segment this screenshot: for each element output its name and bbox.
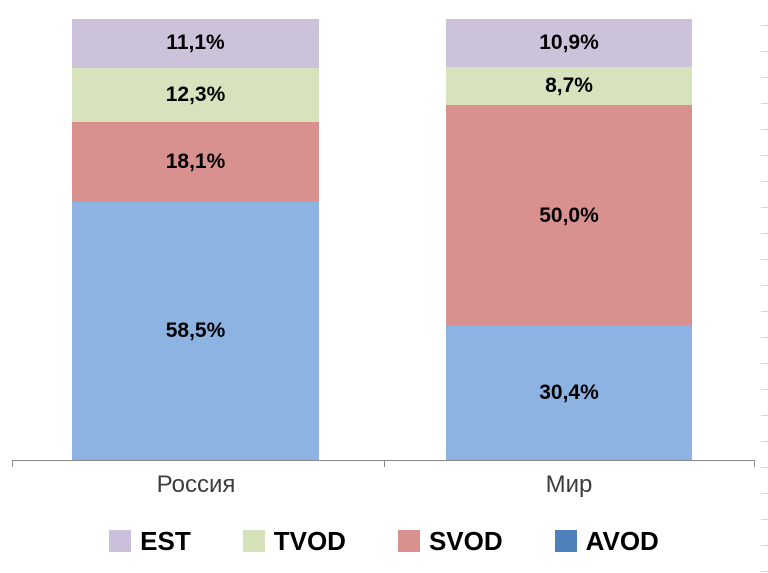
segment-est-russia: 11,1%: [72, 19, 319, 68]
bar-world: 10,9% 8,7% 50,0% 30,4%: [446, 19, 692, 460]
legend-item-est: EST: [109, 528, 191, 554]
legend-label-avod: AVOD: [585, 526, 659, 556]
legend: EST TVOD SVOD AVOD: [0, 528, 768, 554]
segment-est-world: 10,9%: [446, 19, 692, 68]
legend-item-tvod: TVOD: [242, 526, 346, 556]
x-axis-tick: [12, 461, 13, 467]
legend-swatch-tvod: [242, 530, 265, 552]
category-axis-labels: Россия Мир: [0, 471, 768, 505]
bar-russia: 11,1% 12,3% 18,1% 58,5%: [72, 19, 319, 460]
segment-svod-world: 50,0%: [446, 105, 692, 326]
x-axis-tick: [384, 461, 385, 467]
legend-item-svod: SVOD: [397, 526, 503, 556]
legend-label-est: EST: [140, 526, 191, 556]
plot-area: 11,1% 12,3% 18,1% 58,5% 10,9% 8,7% 50,0%…: [0, 19, 768, 460]
right-edge-tick-marks: [761, 25, 768, 573]
legend-label-tvod: TVOD: [273, 526, 346, 556]
legend-item-avod: AVOD: [554, 526, 659, 556]
legend-label-svod: SVOD: [428, 526, 503, 556]
x-axis-tick: [754, 461, 755, 467]
segment-tvod-world: 8,7%: [446, 67, 692, 106]
legend-swatch-est: [109, 530, 132, 552]
category-label-world: Мир: [545, 471, 593, 498]
legend-swatch-avod: [554, 530, 577, 552]
segment-avod-world: 30,4%: [446, 325, 692, 460]
category-label-russia: Россия: [156, 471, 236, 498]
segment-tvod-russia: 12,3%: [72, 67, 319, 123]
x-axis-line: [12, 460, 755, 461]
segment-svod-russia: 18,1%: [72, 122, 319, 202]
segment-avod-russia: 58,5%: [72, 201, 319, 460]
legend-swatch-svod: [397, 530, 420, 552]
